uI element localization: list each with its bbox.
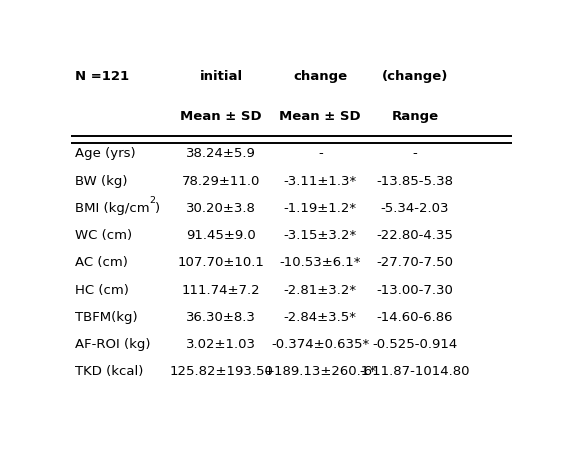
Text: -0.525-0.914: -0.525-0.914 (373, 338, 457, 351)
Text: BMI (kg/cm: BMI (kg/cm (75, 202, 149, 215)
Text: -14.60-6.86: -14.60-6.86 (377, 311, 453, 324)
Text: HC (cm): HC (cm) (75, 284, 129, 297)
Text: -10.53±6.1*: -10.53±6.1* (279, 256, 361, 269)
Text: 38.24±5.9: 38.24±5.9 (186, 147, 256, 161)
Text: -: - (318, 147, 323, 161)
Text: 78.29±11.0: 78.29±11.0 (182, 175, 260, 188)
Text: -2.84±3.5*: -2.84±3.5* (284, 311, 357, 324)
Text: Mean ± SD: Mean ± SD (180, 110, 262, 123)
Text: -2.81±3.2*: -2.81±3.2* (284, 284, 357, 297)
Text: TBFM(kg): TBFM(kg) (75, 311, 137, 324)
Text: 30.20±3.8: 30.20±3.8 (186, 202, 256, 215)
Text: Age (yrs): Age (yrs) (75, 147, 135, 161)
Text: -13.00-7.30: -13.00-7.30 (377, 284, 453, 297)
Text: 3.02±1.03: 3.02±1.03 (186, 338, 256, 351)
Text: (change): (change) (382, 70, 448, 83)
Text: 125.82±193.50: 125.82±193.50 (169, 365, 273, 379)
Text: change: change (293, 70, 347, 83)
Text: 111.74±7.2: 111.74±7.2 (182, 284, 261, 297)
Text: -0.374±0.635*: -0.374±0.635* (271, 338, 369, 351)
Text: -22.80-4.35: -22.80-4.35 (377, 229, 453, 242)
Text: 91.45±9.0: 91.45±9.0 (186, 229, 256, 242)
Text: +189.13±260.1*: +189.13±260.1* (264, 365, 377, 379)
Text: N =121: N =121 (75, 70, 129, 83)
Text: -: - (413, 147, 418, 161)
Text: -611.87-1014.80: -611.87-1014.80 (360, 365, 471, 379)
Text: -13.85-5.38: -13.85-5.38 (377, 175, 453, 188)
Text: BW (kg): BW (kg) (75, 175, 127, 188)
Text: 36.30±8.3: 36.30±8.3 (186, 311, 256, 324)
Text: -5.34-2.03: -5.34-2.03 (381, 202, 450, 215)
Text: ): ) (155, 202, 160, 215)
Text: Range: Range (391, 110, 439, 123)
Text: -1.19±1.2*: -1.19±1.2* (284, 202, 357, 215)
Text: 2: 2 (149, 196, 155, 205)
Text: AC (cm): AC (cm) (75, 256, 127, 269)
Text: 107.70±10.1: 107.70±10.1 (178, 256, 265, 269)
Text: TKD (kcal): TKD (kcal) (75, 365, 143, 379)
Text: initial: initial (200, 70, 242, 83)
Text: -3.15±3.2*: -3.15±3.2* (284, 229, 357, 242)
Text: -3.11±1.3*: -3.11±1.3* (284, 175, 357, 188)
Text: Mean ± SD: Mean ± SD (279, 110, 361, 123)
Text: WC (cm): WC (cm) (75, 229, 132, 242)
Text: AF-ROI (kg): AF-ROI (kg) (75, 338, 150, 351)
Text: -27.70-7.50: -27.70-7.50 (377, 256, 453, 269)
